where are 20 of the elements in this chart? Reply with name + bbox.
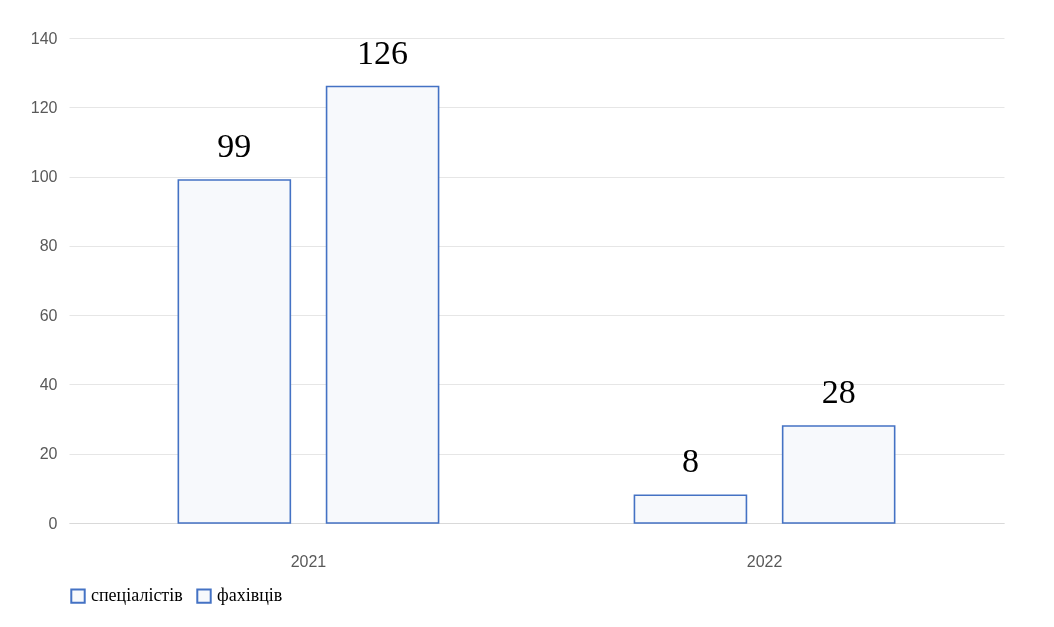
- y-tick-label: 120: [30, 98, 58, 116]
- y-tick-label: 0: [48, 514, 58, 532]
- bar: [781, 425, 896, 524]
- bar: [177, 179, 292, 524]
- legend-label: спеціалістів: [91, 585, 183, 606]
- y-tick-label: 40: [39, 375, 58, 393]
- legend-label: фахівців: [217, 585, 283, 606]
- data-label: 28: [821, 373, 856, 410]
- data-label: 8: [681, 442, 699, 480]
- y-tick-label: 80: [39, 237, 58, 255]
- x-tick-label: 2022: [746, 552, 783, 570]
- bar: [325, 85, 440, 524]
- y-tick-label: 100: [30, 168, 58, 186]
- y-tick-label: 60: [39, 306, 58, 324]
- y-tick-label: 140: [30, 29, 58, 47]
- data-label: 99: [217, 127, 252, 165]
- bar: [633, 494, 748, 524]
- y-tick-label: 20: [39, 445, 58, 463]
- x-tick-label: 2021: [290, 552, 327, 570]
- data-label: 126: [357, 33, 409, 71]
